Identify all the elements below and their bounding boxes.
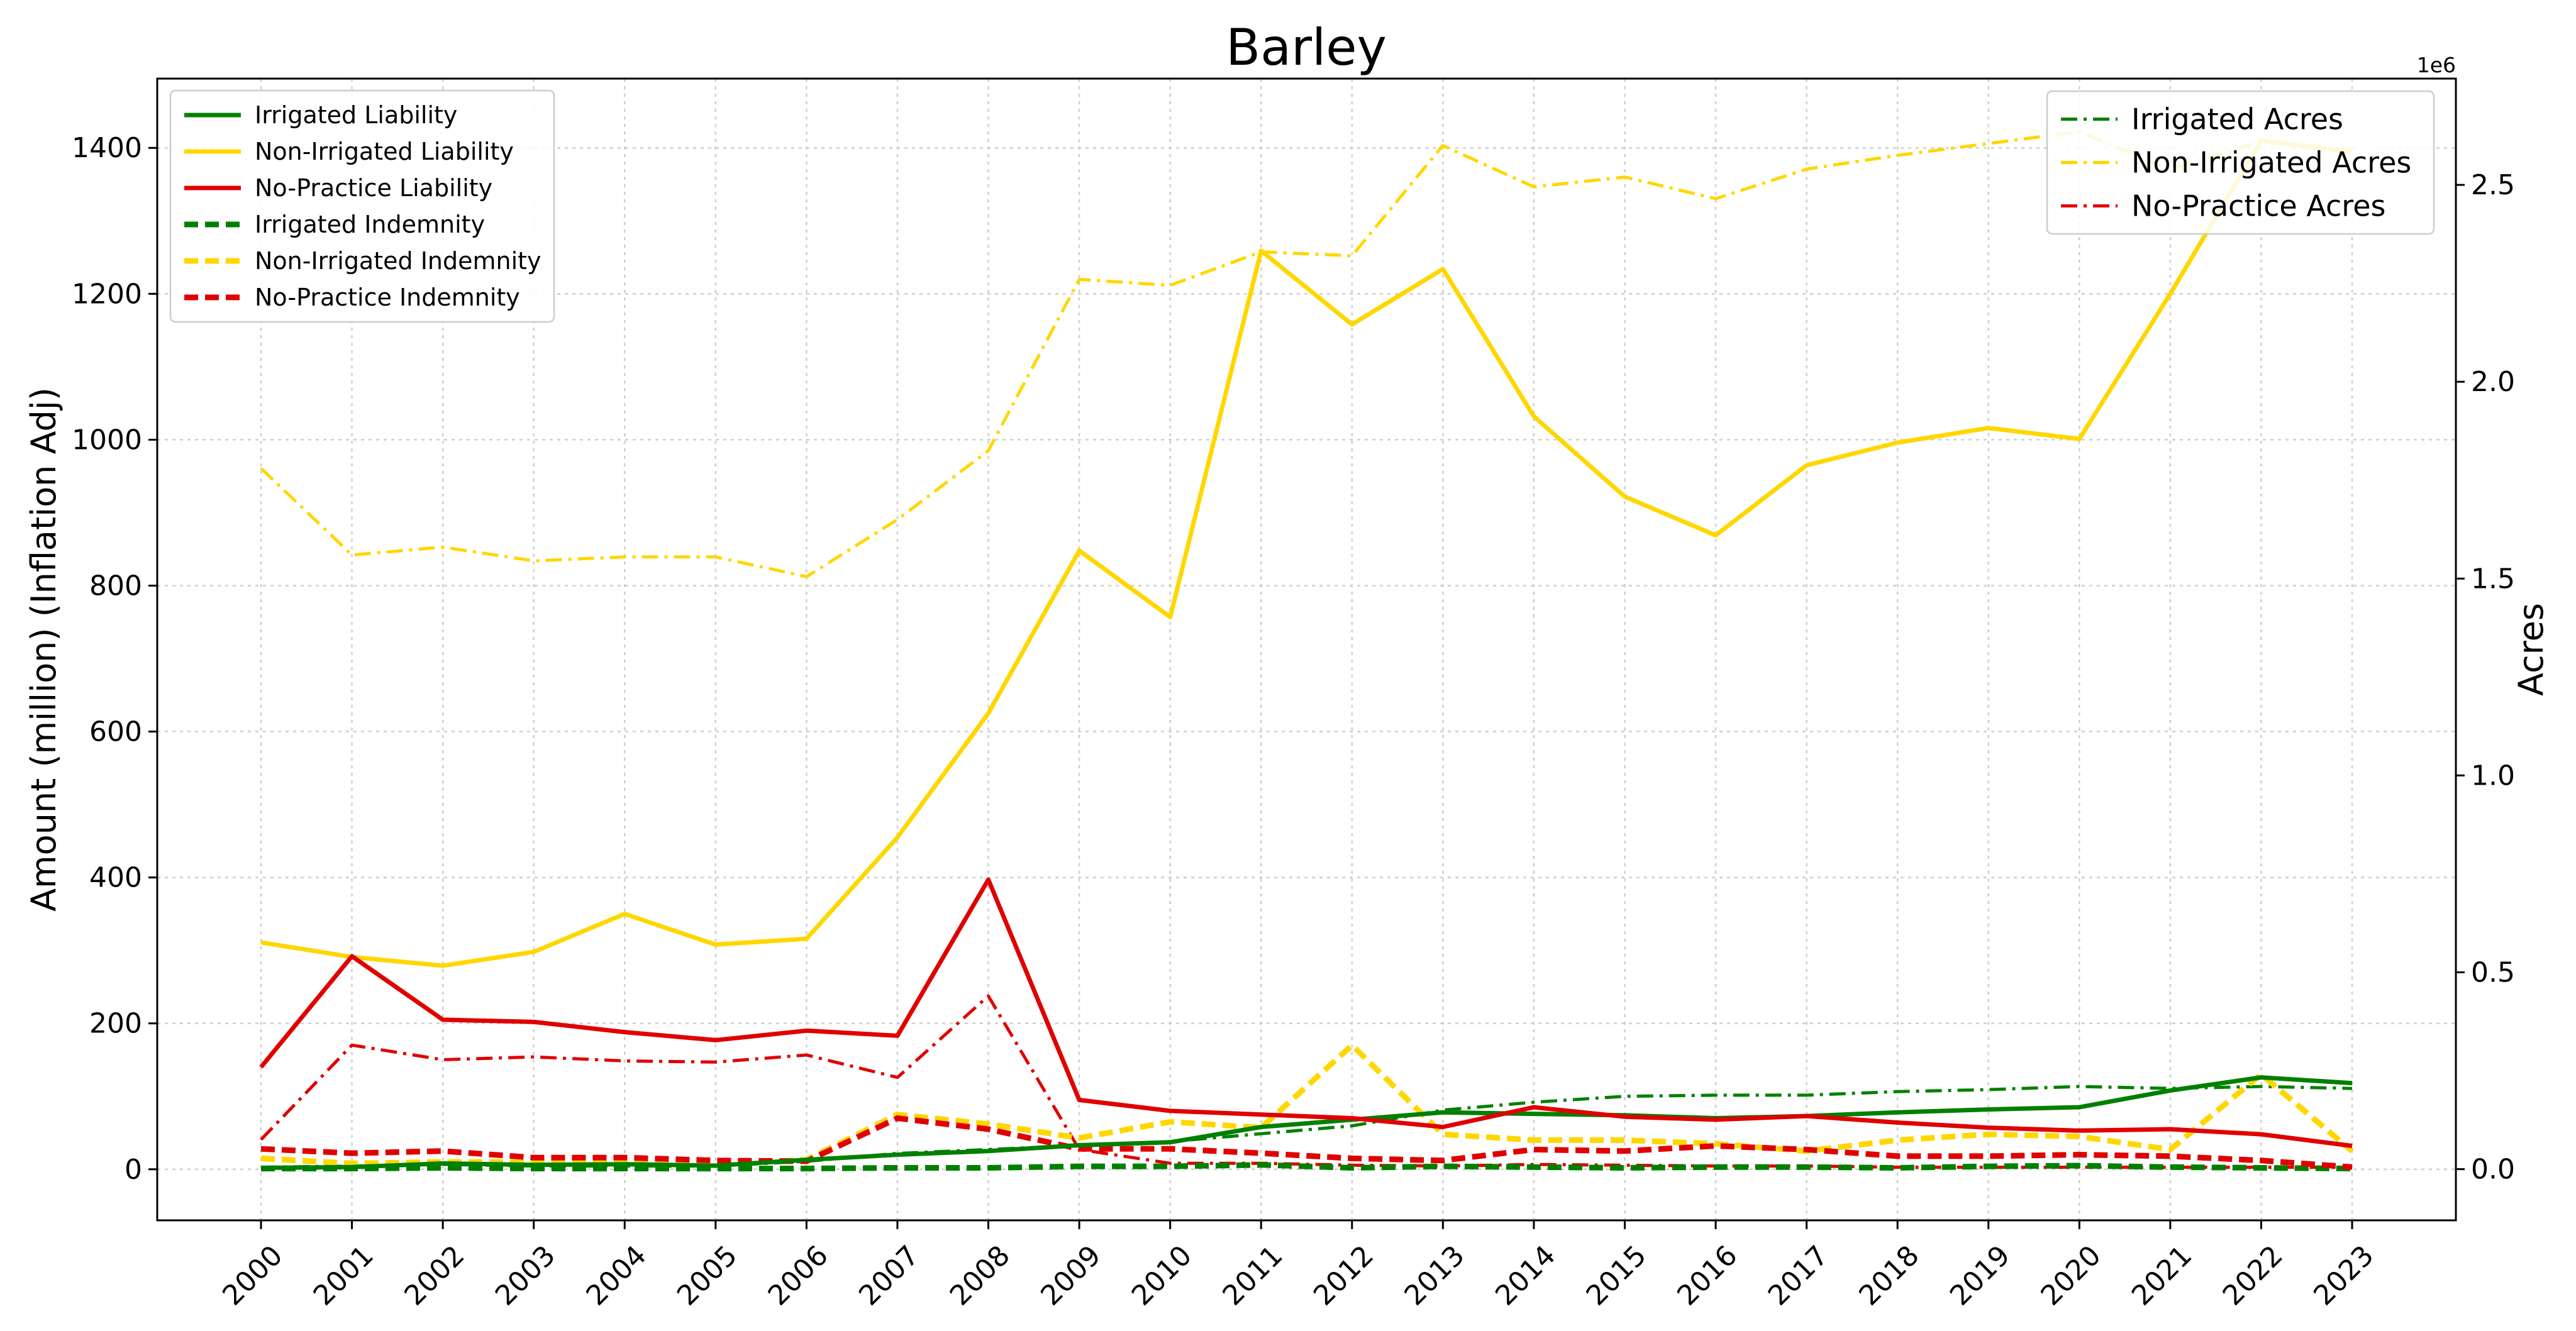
y-tick-label: 1200 — [72, 278, 142, 310]
legend-label-no-practice-acres: No-Practice Acres — [2131, 189, 2385, 223]
y2-tick-label: 2.0 — [2471, 366, 2515, 398]
y2-tick-label: 0.5 — [2471, 956, 2515, 988]
y2-tick-label: 2.5 — [2471, 169, 2515, 201]
legend-label-no-practice-liability: No-Practice Liability — [255, 174, 492, 202]
legend-label-irrigated-liability: Irrigated Liability — [255, 101, 457, 129]
y-tick-label: 600 — [89, 716, 142, 748]
y-tick-label: 200 — [89, 1008, 142, 1040]
y-axis-right-offset: 1e6 — [2417, 53, 2456, 77]
legend-right: Irrigated Acres Non-Irrigated Acres No-Pra… — [2046, 90, 2435, 235]
series-line-non-irrigated-liability — [260, 138, 2353, 968]
legend-left: Irrigated Liability Non-Irrigated Liabili… — [169, 89, 555, 323]
series-line-no-practice-liability — [259, 877, 2353, 1149]
y-tick-label: 1400 — [72, 132, 142, 164]
legend-label-irrigated-indemnity: Irrigated Indemnity — [255, 211, 485, 238]
plot-frame — [156, 77, 2457, 1222]
series-line-non-irrigated-acres — [260, 130, 2353, 578]
legend-right-box — [2046, 90, 2435, 235]
y-axis-left: 0 200 400 600 800 1000 1200 1400 — [72, 132, 157, 1186]
legend-label-non-irrigated-indemnity: Non-Irrigated Indemnity — [255, 247, 541, 275]
legend-label-no-practice-indemnity: No-Practice Indemnity — [255, 284, 520, 311]
y-tick-label: 1000 — [72, 424, 142, 456]
y-axis-left-title: Amount (million) (Inflation Adj) — [24, 387, 64, 912]
series-line-irrigated-acres — [260, 1085, 2353, 1169]
series-line-no-practice-indemnity — [260, 1115, 2353, 1170]
series-line-irrigated-liability — [260, 1075, 2353, 1170]
y2-tick-label: 1.5 — [2471, 563, 2515, 595]
legend-label-non-irrigated-liability: Non-Irrigated Liability — [255, 138, 514, 165]
series-line-irrigated-indemnity — [261, 1162, 2353, 1172]
y-axis-right-title: Acres — [2511, 603, 2551, 696]
series-layer — [259, 130, 2354, 1172]
y2-tick-label: 0.0 — [2471, 1154, 2515, 1186]
y-tick-label: 0 — [125, 1154, 142, 1186]
legend-label-non-irrigated-acres: Non-Irrigated Acres — [2131, 146, 2411, 180]
y-tick-label: 400 — [89, 862, 142, 894]
chart-title: Barley — [1226, 18, 1387, 77]
legend-left-box — [169, 89, 555, 323]
legend-label-irrigated-acres: Irrigated Acres — [2131, 102, 2343, 136]
y-tick-label: 800 — [89, 570, 142, 602]
y2-tick-label: 1.0 — [2471, 759, 2515, 792]
y-axis-right: 0.0 0.5 1.0 1.5 2.0 2.5 — [2456, 169, 2515, 1186]
